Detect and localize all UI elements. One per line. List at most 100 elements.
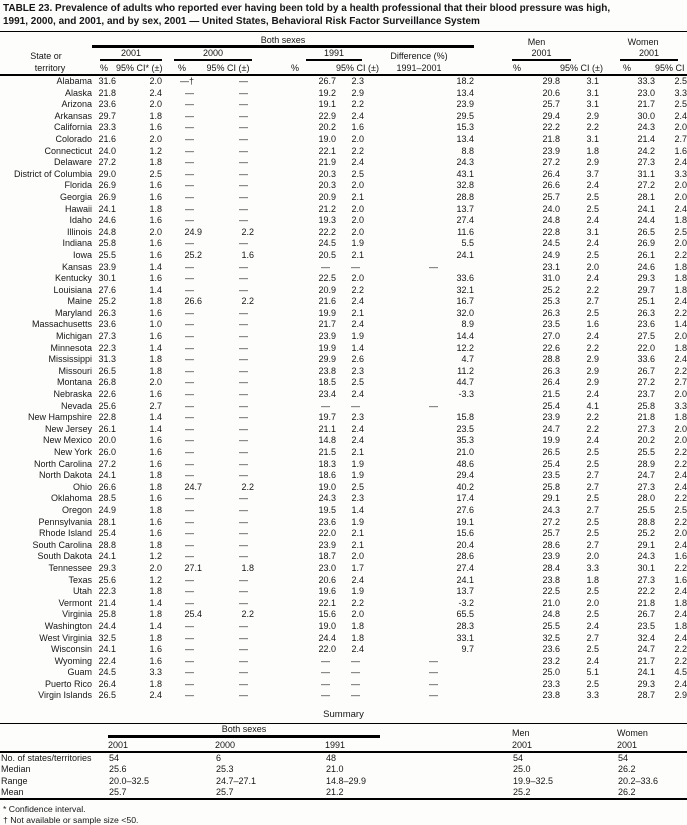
value-cell: 2.2 bbox=[351, 99, 364, 110]
value-cell: — bbox=[185, 354, 194, 365]
table-row: Vermont 21.4 1.4 — — 22.1 2.2 -3.2 21.0 2.0 21.8 1.… bbox=[0, 598, 687, 610]
value-cell: 26.7 bbox=[318, 76, 336, 86]
value-cell: 1.9 bbox=[351, 331, 364, 342]
value-cell: 2.5 bbox=[674, 76, 687, 86]
value-cell: 19.9 bbox=[318, 307, 336, 318]
value-cell: 22.2 bbox=[637, 586, 656, 597]
value-cell: 21.2 bbox=[326, 786, 344, 797]
value-cell: 24.1 bbox=[98, 644, 116, 655]
value-cell: 24.3 bbox=[318, 493, 336, 504]
value-cell: 24.8 bbox=[542, 215, 561, 226]
table-row: Idaho 24.6 1.6 — — 19.3 2.0 27.4 24.8 2.4 24.4 1.8 bbox=[0, 215, 687, 227]
value-cell: — bbox=[185, 586, 194, 597]
value-cell: 25.0 bbox=[542, 667, 561, 678]
value-cell: 25.7 bbox=[542, 99, 561, 110]
header-ci-women: 95% CI (±) bbox=[655, 63, 687, 73]
value-cell: 1.4 bbox=[149, 284, 162, 295]
value-cell: 2.3 bbox=[351, 365, 364, 376]
value-cell: 28.0 bbox=[637, 493, 656, 504]
value-cell: — bbox=[239, 365, 248, 376]
value-cell: 2.2 bbox=[241, 226, 254, 237]
value-cell: 20.0 bbox=[98, 435, 116, 446]
value-cell: 2.2 bbox=[241, 481, 254, 492]
value-cell: 5.1 bbox=[586, 667, 600, 678]
value-cell: 2.4 bbox=[351, 319, 364, 330]
value-cell: 13.7 bbox=[456, 203, 475, 214]
value-cell: 23.8 bbox=[318, 365, 336, 376]
value-cell: — bbox=[239, 412, 248, 423]
value-cell: 1.8 bbox=[351, 620, 364, 631]
value-cell: 3.3 bbox=[674, 87, 687, 98]
value-cell: — bbox=[321, 400, 330, 411]
summary-men: Men bbox=[512, 728, 530, 739]
table-row: Texas 25.6 1.2 — — 20.6 2.4 24.1 23.8 1.8 27.3 1.6 bbox=[0, 575, 687, 587]
value-cell: 32.5 bbox=[98, 632, 116, 643]
value-cell: 14.8–29.9 bbox=[326, 775, 367, 786]
value-cell: 2.1 bbox=[351, 307, 364, 318]
value-cell: 26.9 bbox=[98, 191, 116, 202]
header-measure-row: territory % 95% CI* (±) % 95% CI (±) % 9… bbox=[0, 61, 687, 75]
value-cell: 24.1 bbox=[456, 249, 475, 260]
value-cell: — bbox=[185, 307, 194, 318]
value-cell: 26.5 bbox=[637, 226, 656, 237]
value-cell: 2.5 bbox=[351, 481, 364, 492]
value-cell: — bbox=[239, 377, 248, 388]
value-cell: 2.0 bbox=[674, 435, 687, 446]
value-cell: 2.3 bbox=[351, 493, 364, 504]
table-row: Delaware 27.2 1.8 — — 21.9 2.4 24.3 27.2 2.9 27.3 2… bbox=[0, 157, 687, 169]
summary-year-men: 2001 bbox=[512, 740, 533, 751]
value-cell: 26.6 bbox=[98, 481, 116, 492]
value-cell: — bbox=[185, 678, 194, 689]
value-cell: — bbox=[321, 655, 330, 666]
value-cell: 24.3 bbox=[637, 122, 656, 133]
value-cell: 2.5 bbox=[586, 516, 600, 527]
value-cell: 26.4 bbox=[542, 377, 561, 388]
table-row: Indiana 25.8 1.6 — — 24.5 1.9 5.5 24.5 2.4 26.9 2.0 bbox=[0, 238, 687, 250]
header-year-row: State or 2001 2000 1991 Difference (%) 2… bbox=[0, 47, 687, 61]
value-cell: — bbox=[239, 284, 248, 295]
value-cell: 2.9 bbox=[351, 87, 364, 98]
value-cell: 1.8 bbox=[149, 481, 162, 492]
value-cell: 21.6 bbox=[98, 133, 116, 144]
value-cell: 25.2 bbox=[513, 786, 531, 797]
value-cell: — bbox=[185, 110, 194, 121]
value-cell: 2.3 bbox=[351, 412, 364, 423]
state-name: South Dakota bbox=[37, 551, 92, 562]
value-cell: 1.8 bbox=[149, 203, 162, 214]
value-cell: 21.8 bbox=[98, 87, 116, 98]
value-cell: 2.4 bbox=[674, 470, 687, 481]
value-cell: 13.4 bbox=[456, 133, 475, 144]
value-cell: 22.2 bbox=[318, 226, 336, 237]
value-cell: 27.2 bbox=[637, 377, 656, 388]
value-cell: — bbox=[185, 342, 194, 353]
value-cell: 33.1 bbox=[456, 632, 475, 643]
value-cell: — bbox=[185, 493, 194, 504]
value-cell: 1.6 bbox=[674, 574, 687, 585]
value-cell: 1.6 bbox=[149, 238, 162, 249]
value-cell: — bbox=[185, 122, 194, 133]
value-cell: 20.9 bbox=[318, 284, 336, 295]
state-name: West Virginia bbox=[39, 632, 92, 643]
value-cell: — bbox=[239, 87, 248, 98]
state-name: Kentucky bbox=[54, 273, 92, 284]
state-name: New Hampshire bbox=[27, 412, 92, 423]
value-cell: 20.6 bbox=[542, 87, 561, 98]
header-group-row: Both sexes Men Women bbox=[0, 31, 687, 48]
value-cell: — bbox=[185, 215, 194, 226]
state-name: Nebraska bbox=[53, 389, 92, 400]
value-cell: 25.8 bbox=[542, 481, 561, 492]
value-cell: — bbox=[239, 133, 248, 144]
value-cell: 25.8 bbox=[98, 609, 116, 620]
table-row: New Hampshire 22.8 1.4 — — 19.7 2.3 15.8 23.9 2.2… bbox=[0, 412, 687, 424]
header-pct-1991: % bbox=[290, 63, 299, 73]
table-row: Illinois 24.8 2.0 24.9 2.2 22.2 2.0 11.6 22.8 3.1… bbox=[0, 227, 687, 239]
value-cell: 4.7 bbox=[461, 354, 475, 365]
value-cell: 22.9 bbox=[318, 110, 336, 121]
value-cell: — bbox=[185, 423, 194, 434]
value-cell: 2.4 bbox=[351, 157, 364, 168]
value-cell: — bbox=[239, 470, 248, 481]
value-cell: 2.9 bbox=[586, 354, 600, 365]
value-cell: 3.3 bbox=[586, 690, 600, 701]
value-cell: 25.8 bbox=[637, 400, 656, 411]
value-cell: — bbox=[185, 168, 194, 179]
